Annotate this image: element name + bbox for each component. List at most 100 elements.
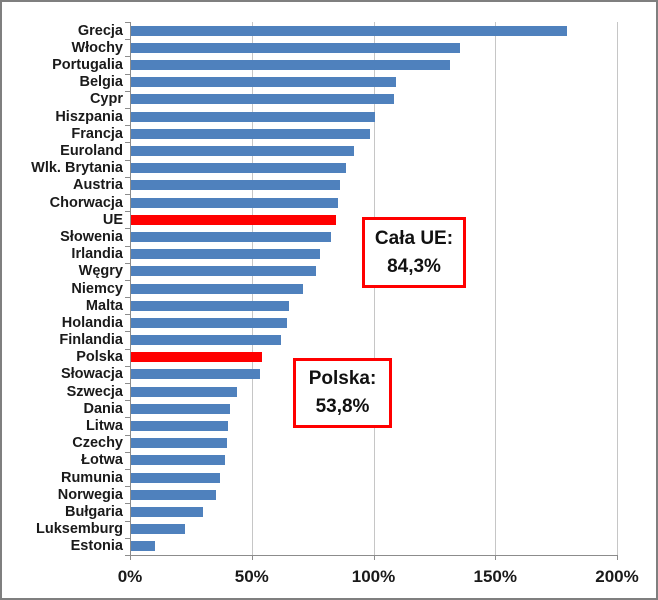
chart-bar (131, 352, 262, 363)
chart-bar (131, 455, 225, 466)
chart-bar (131, 317, 287, 328)
chart-bar (131, 403, 230, 414)
chart-bar (131, 94, 394, 105)
gridline-100 (373, 22, 375, 555)
category-label: Grecja (77, 22, 123, 39)
y-axis-tick (125, 22, 130, 23)
chart-bar (131, 214, 337, 225)
chart-bar (131, 180, 341, 191)
y-axis-tick (125, 434, 130, 436)
chart-bar (131, 489, 217, 500)
x-axis-tick-label: 100% (351, 567, 396, 586)
chart-bar (131, 145, 354, 156)
category-label: Malta (85, 297, 123, 314)
y-axis-tick (125, 39, 130, 41)
y-axis-tick (125, 417, 130, 419)
chart-bar (131, 42, 460, 53)
y-axis-tick (125, 297, 130, 299)
x-axis-line (127, 555, 618, 556)
chart-bar (131, 111, 375, 122)
chart-bar (131, 524, 185, 535)
category-label: Holandia (61, 314, 123, 331)
y-axis-tick (125, 279, 130, 281)
chart-bar (131, 197, 338, 208)
category-label: Bułgaria (64, 504, 123, 521)
chart-bar (131, 128, 370, 139)
chart-bar (131, 300, 290, 311)
annotation-box-polska: Polska: 53,8% (293, 358, 392, 428)
category-label: Norwegia (57, 486, 123, 503)
category-label: Rumunia (60, 469, 123, 486)
y-axis-tick (125, 125, 130, 127)
annotation-ue-line1: Cała UE: (374, 227, 454, 249)
chart-bar (131, 386, 237, 397)
category-label: Polska (76, 349, 123, 366)
y-axis-tick (125, 520, 130, 522)
y-axis-tick (125, 383, 130, 385)
y-axis-tick (125, 348, 130, 350)
category-label: Belgia (79, 74, 123, 91)
chart-bar (131, 507, 203, 518)
y-axis-tick (125, 469, 130, 471)
y-axis-tick (125, 486, 130, 488)
y-axis-tick (125, 159, 130, 161)
y-axis-tick (125, 90, 130, 92)
chart-bar (131, 249, 320, 260)
category-label: Wlk. Brytania (31, 160, 123, 177)
category-label: Cypr (89, 91, 123, 108)
category-label: Łotwa (81, 452, 123, 469)
y-axis-tick (125, 142, 130, 144)
y-axis-tick (125, 451, 130, 453)
y-axis-tick (125, 503, 130, 505)
y-axis-tick (125, 262, 130, 264)
category-label: Włochy (71, 39, 123, 56)
x-axis-tick (495, 556, 497, 560)
chart-bar (131, 283, 303, 294)
y-axis-tick (125, 400, 130, 402)
category-label: Słowenia (60, 228, 123, 245)
y-axis-tick (125, 56, 130, 58)
category-label: Słowacja (60, 366, 123, 383)
category-label: Finlandia (59, 332, 123, 349)
x-axis-tick-label: 150% (473, 567, 517, 586)
category-label: Austria (73, 177, 123, 194)
category-label: Portugalia (52, 56, 123, 73)
chart-bar (131, 335, 281, 346)
x-axis-tick-label: 0% (117, 567, 143, 586)
category-label: Irlandia (71, 246, 123, 263)
annotation-polska-line1: Polska: (308, 368, 377, 389)
chart-bar (131, 266, 317, 277)
chart-bar (131, 59, 450, 70)
x-axis-tick-label: 200% (595, 567, 639, 586)
x-axis-tick (373, 556, 375, 560)
x-axis-tick (251, 556, 253, 560)
y-axis-tick (125, 365, 130, 367)
chart-bar (131, 438, 228, 449)
category-label: Francja (71, 125, 123, 142)
y-axis-line (130, 22, 131, 555)
chart-bar (131, 231, 331, 242)
annotation-box-ue: Cała UE: 84,3% (362, 217, 466, 288)
category-label: Czechy (72, 435, 123, 452)
category-label: Hiszpania (55, 108, 123, 125)
x-axis-tick (130, 556, 131, 560)
category-label: Węgry (78, 263, 123, 280)
category-label: Litwa (85, 418, 123, 435)
y-axis-tick (125, 107, 130, 109)
category-label: Luksemburg (35, 521, 123, 538)
y-axis-tick (125, 228, 130, 230)
y-axis-tick (125, 331, 130, 333)
y-axis-tick (125, 314, 130, 316)
y-axis-tick (125, 176, 130, 178)
chart-bar (131, 369, 261, 380)
y-axis-tick (125, 245, 130, 247)
annotation-ue-line2: 84,3% (387, 255, 441, 277)
y-axis-tick (125, 193, 130, 195)
category-label: Dania (83, 400, 124, 417)
chart-bar (131, 77, 397, 88)
chart-bar (131, 25, 567, 36)
category-label: Euroland (60, 142, 123, 159)
x-axis-tick (617, 556, 618, 560)
